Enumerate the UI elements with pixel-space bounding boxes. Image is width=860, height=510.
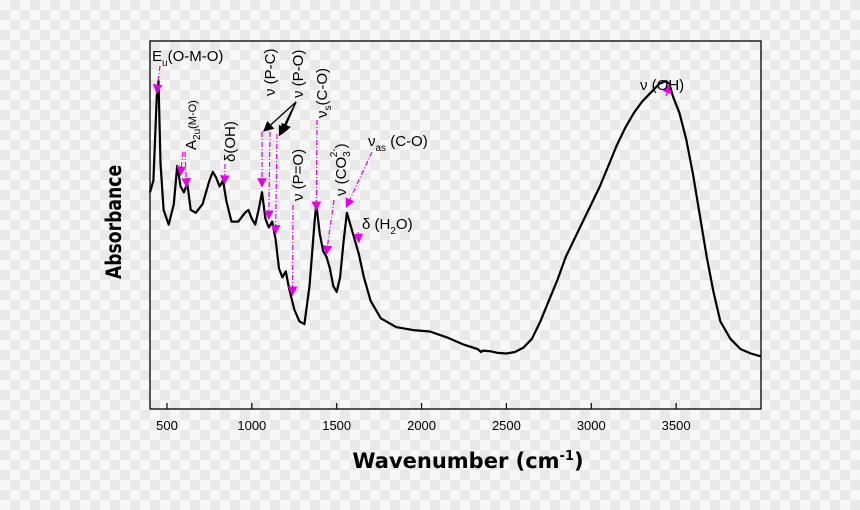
annotation-arrow-black	[263, 101, 297, 132]
annotation-a2u-mo: A2u(M-O)	[183, 100, 203, 150]
x-axis-title: Wavenumber (cm-1)	[352, 449, 583, 473]
x-tick-label: 500	[156, 418, 178, 433]
annotation-arrow-black	[278, 101, 297, 137]
x-tick-label: 3500	[662, 418, 691, 433]
annotation-arrow	[322, 199, 335, 256]
annotation-eu-omo: Eu(O-M-O)	[152, 48, 223, 69]
annotation-arrow	[264, 131, 274, 221]
x-axis-ticks: 500 1000 1500 2000 2500 3000 3500	[156, 403, 691, 433]
x-tick-label: 3000	[577, 418, 606, 433]
annotation-nu-po: ν (P-O)	[290, 50, 307, 98]
x-tick-label: 1500	[322, 418, 351, 433]
annotation-arrow	[181, 151, 191, 188]
plot-frame	[149, 40, 762, 410]
annotation-nu-p-double-o: ν (P=O)	[290, 149, 307, 201]
x-tick-label: 2500	[492, 418, 521, 433]
y-axis-title: Absorbance	[101, 165, 126, 279]
annotation-arrow	[345, 151, 373, 209]
annotation-nu-co3: ν (CO32-)	[329, 143, 353, 196]
annotation-arrow	[152, 65, 163, 95]
x-tick-label: 2000	[407, 418, 436, 433]
annotation-nu-as-co: νas (C-O)	[368, 133, 428, 154]
annotation-arrow	[311, 119, 322, 212]
absorbance-curve	[148, 79, 762, 358]
annotation-nu-pc: ν (P-C)	[262, 49, 279, 97]
annotation-delta-h2o: δ (H2O)	[362, 216, 413, 237]
annotation-nu-oh: ν (OH)	[640, 77, 684, 94]
annotation-nu-s-co: νs(C-O)	[314, 68, 334, 118]
annotation-arrow	[662, 83, 672, 97]
annotation-arrow	[176, 151, 187, 177]
x-tick-label: 1000	[237, 418, 266, 433]
annotation-delta-oh: δ(OH)	[222, 121, 239, 162]
annotation-arrow	[353, 231, 363, 244]
annotation-arrow	[270, 133, 281, 235]
annotation-arrows	[152, 65, 672, 297]
